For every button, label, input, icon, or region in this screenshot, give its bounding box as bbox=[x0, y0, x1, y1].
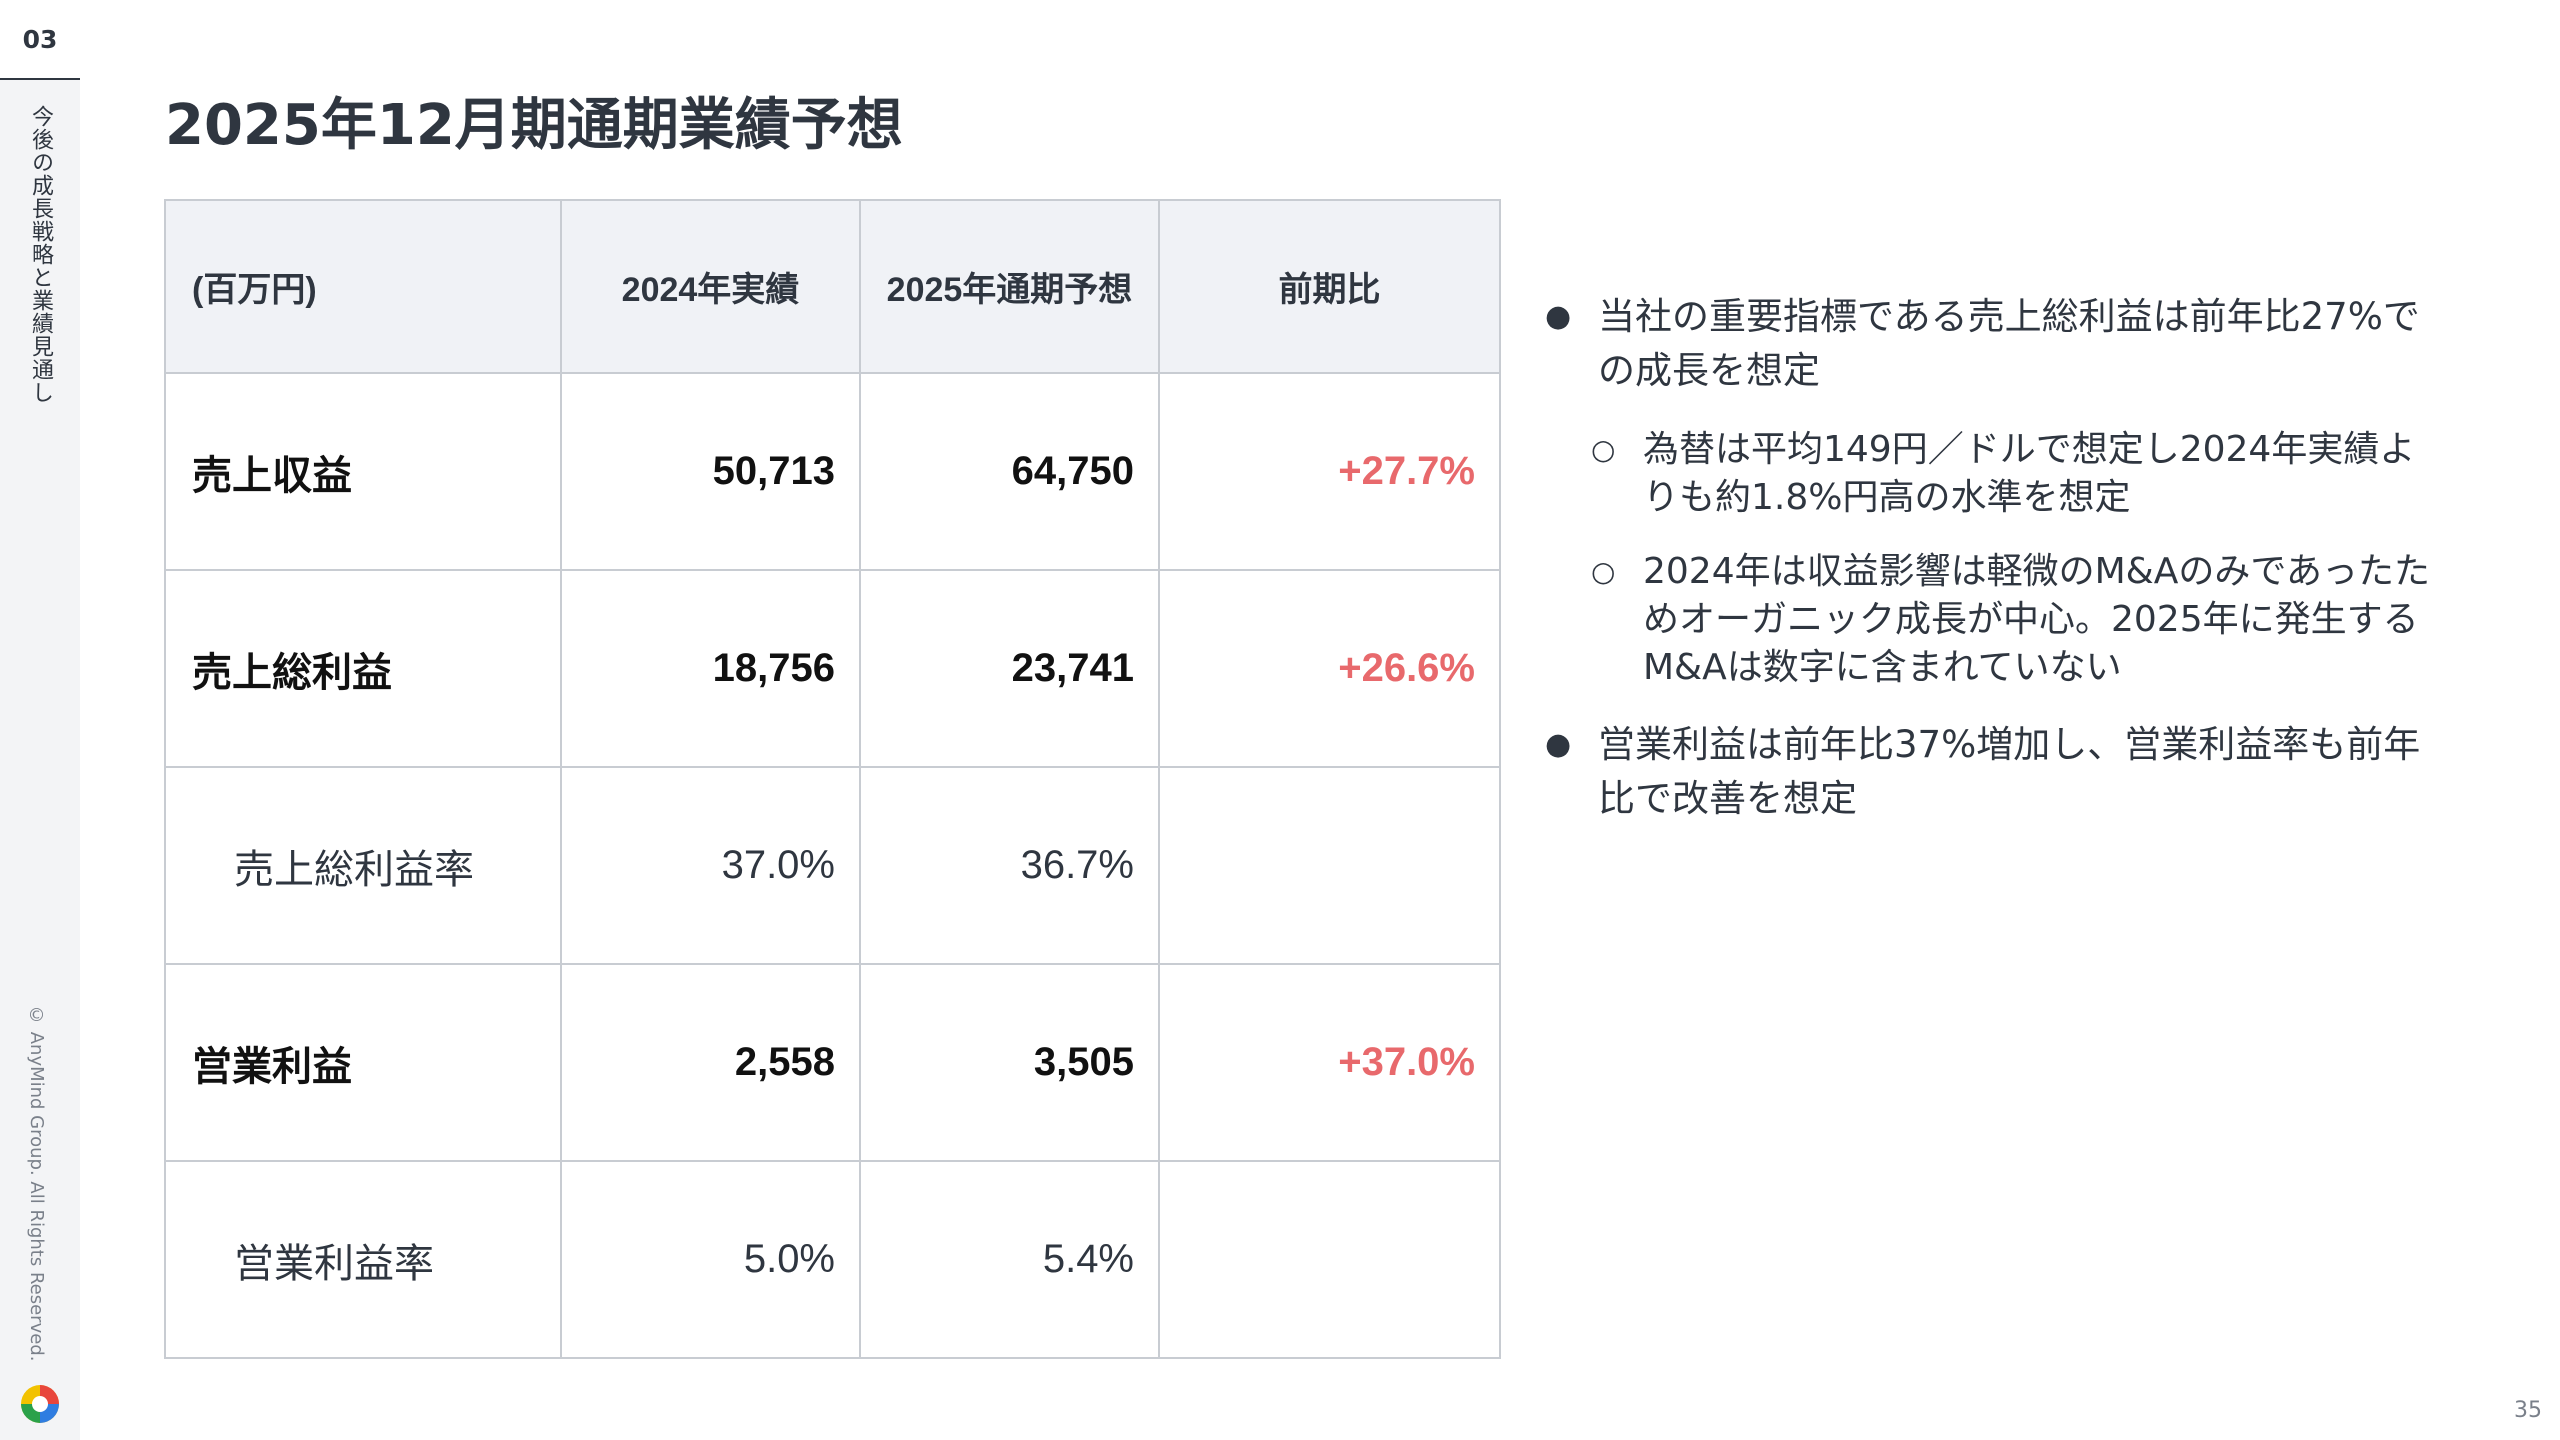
bullet-dot-icon: ● bbox=[1545, 727, 1572, 762]
row-label: 売上総利益 bbox=[164, 569, 562, 768]
row-label: 営業利益率 bbox=[164, 1160, 562, 1359]
note-text: 2024年は収益影響は軽微のM&Aのみであったためオーガニック成長が中心。202… bbox=[1643, 551, 2431, 688]
chapter-label: 今後の成長戦略と業績見通し bbox=[28, 105, 53, 404]
page-number: 35 bbox=[2514, 1398, 2542, 1423]
table-row: 売上収益 50,713 64,750 +27.7% bbox=[164, 372, 1501, 571]
list-item: ○ 為替は平均149円／ドルで想定し2024年実績よりも約1.8%円高の水準を想… bbox=[1545, 426, 2445, 522]
cell-forecast-2025: 3,505 bbox=[859, 963, 1160, 1162]
list-item: ○ 2024年は収益影響は軽微のM&Aのみであったためオーガニック成長が中心。2… bbox=[1545, 548, 2445, 692]
table-row: 売上総利益 18,756 23,741 +26.6% bbox=[164, 569, 1501, 768]
copyright-text: © AnyMind Group. All Rights Reserved. bbox=[26, 1005, 47, 1362]
notes-list: ● 当社の重要指標である売上総利益は前年比27%での成長を想定 ○ 為替は平均1… bbox=[1545, 290, 2445, 854]
list-item: ● 当社の重要指標である売上総利益は前年比27%での成長を想定 bbox=[1545, 290, 2445, 398]
header-actual-2024: 2024年実績 bbox=[560, 199, 861, 374]
left-rail: 03 今後の成長戦略と業績見通し © AnyMind Group. All Ri… bbox=[0, 0, 80, 1440]
cell-actual-2024: 2,558 bbox=[560, 963, 861, 1162]
cell-growth: +26.6% bbox=[1158, 569, 1501, 768]
header-forecast-2025: 2025年通期予想 bbox=[859, 199, 1160, 374]
anymind-logo-icon bbox=[21, 1385, 59, 1423]
cell-forecast-2025: 36.7% bbox=[859, 766, 1160, 965]
page-title: 2025年12月期通期業績予想 bbox=[165, 93, 903, 158]
table-row: 営業利益率 5.0% 5.4% bbox=[164, 1160, 1501, 1359]
cell-growth bbox=[1158, 1160, 1501, 1359]
header-growth: 前期比 bbox=[1158, 199, 1501, 374]
section-number: 03 bbox=[0, 0, 80, 80]
cell-actual-2024: 5.0% bbox=[560, 1160, 861, 1359]
bullet-circle-icon: ○ bbox=[1591, 555, 1616, 588]
list-item: ● 営業利益は前年比37%増加し、営業利益率も前年比で改善を想定 bbox=[1545, 718, 2445, 826]
cell-forecast-2025: 64,750 bbox=[859, 372, 1160, 571]
cell-growth: +37.0% bbox=[1158, 963, 1501, 1162]
row-label: 売上収益 bbox=[164, 372, 562, 571]
note-text: 為替は平均149円／ドルで想定し2024年実績よりも約1.8%円高の水準を想定 bbox=[1643, 429, 2416, 518]
cell-growth bbox=[1158, 766, 1501, 965]
cell-forecast-2025: 5.4% bbox=[859, 1160, 1160, 1359]
table-header-row: (百万円) 2024年実績 2025年通期予想 前期比 bbox=[164, 199, 1501, 374]
row-label: 売上総利益率 bbox=[164, 766, 562, 965]
note-text: 営業利益は前年比37%増加し、営業利益率も前年比で改善を想定 bbox=[1598, 723, 2421, 820]
note-text: 当社の重要指標である売上総利益は前年比27%での成長を想定 bbox=[1598, 295, 2420, 392]
forecast-table: (百万円) 2024年実績 2025年通期予想 前期比 売上収益 50,713 … bbox=[164, 199, 1501, 1359]
bullet-dot-icon: ● bbox=[1545, 299, 1572, 334]
cell-actual-2024: 37.0% bbox=[560, 766, 861, 965]
cell-actual-2024: 18,756 bbox=[560, 569, 861, 768]
cell-forecast-2025: 23,741 bbox=[859, 569, 1160, 768]
cell-actual-2024: 50,713 bbox=[560, 372, 861, 571]
cell-growth: +27.7% bbox=[1158, 372, 1501, 571]
table-row: 営業利益 2,558 3,505 +37.0% bbox=[164, 963, 1501, 1162]
header-unit: (百万円) bbox=[164, 199, 562, 374]
bullet-circle-icon: ○ bbox=[1591, 433, 1616, 466]
table-row: 売上総利益率 37.0% 36.7% bbox=[164, 766, 1501, 965]
row-label: 営業利益 bbox=[164, 963, 562, 1162]
